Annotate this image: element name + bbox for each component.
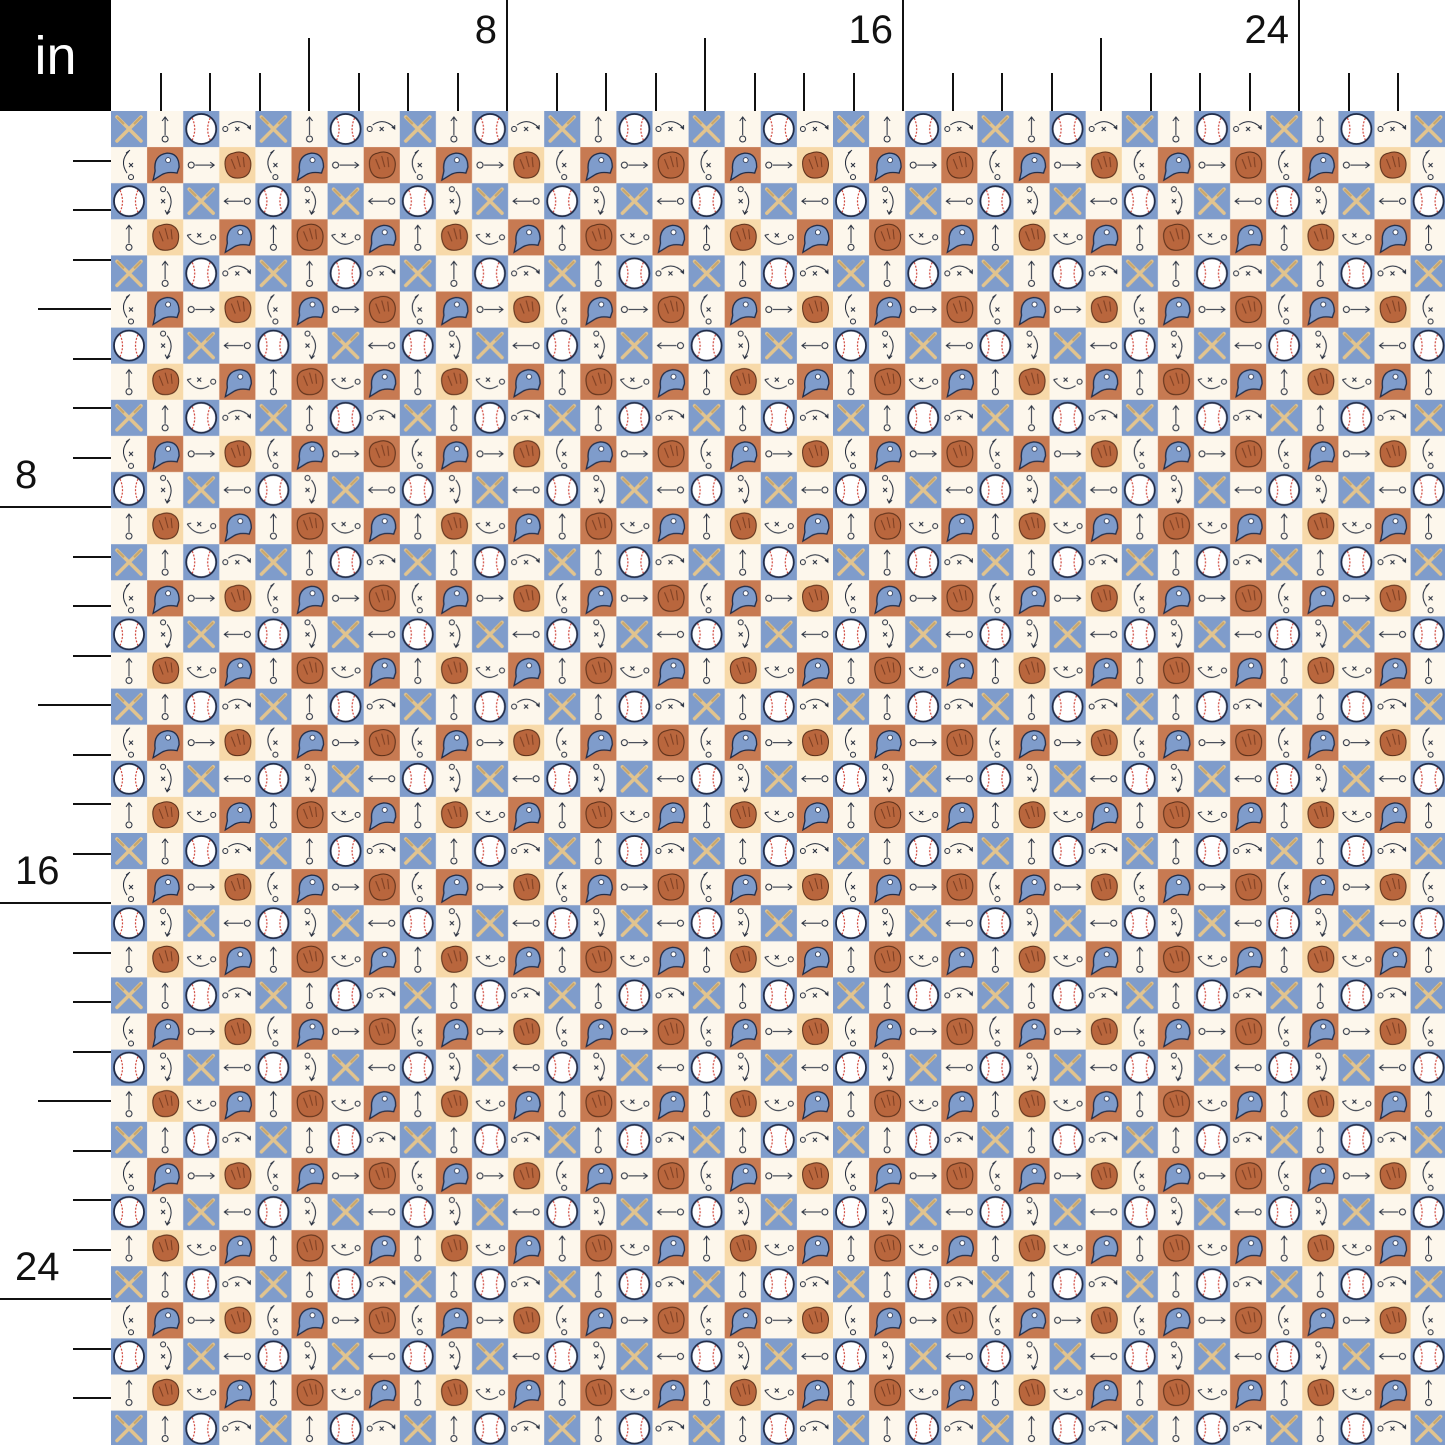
ruler-tick	[852, 73, 855, 111]
ruler-tick	[1050, 73, 1053, 111]
ruler-tick	[73, 951, 111, 954]
ruler-tick	[73, 803, 111, 805]
ruler-tick	[753, 73, 756, 111]
ruler-tick	[73, 654, 111, 657]
major-tick	[0, 506, 111, 508]
left-ruler: 8 16 24	[0, 111, 111, 1445]
ruler-tick	[1100, 38, 1102, 111]
ruler-tick	[73, 357, 111, 360]
ruler-tick	[159, 73, 162, 111]
ruler-tick	[555, 73, 558, 111]
ruler-tick	[1347, 73, 1350, 111]
ruler-tick	[803, 73, 805, 111]
ruler-label: 24	[1244, 8, 1290, 52]
ruler-tick	[38, 704, 111, 706]
ruler-tick	[1149, 73, 1152, 111]
ruler-tick	[73, 753, 111, 756]
major-tick	[1298, 0, 1300, 111]
ruler-tick	[73, 1050, 111, 1053]
ruler-label: 8	[474, 8, 497, 52]
ruler-tick	[357, 73, 360, 111]
ruler-tick	[73, 1347, 111, 1350]
major-tick	[0, 1298, 111, 1300]
ruler-tick	[73, 1248, 111, 1251]
ruler-tick	[73, 1397, 111, 1399]
ruler-tick	[704, 38, 706, 111]
fabric-pattern-swatch	[111, 111, 1445, 1445]
ruler-tick	[73, 1199, 111, 1201]
ruler-tick	[73, 456, 111, 459]
ruler-tick	[73, 1149, 111, 1152]
unit-label: in	[0, 0, 111, 111]
ruler-tick	[308, 38, 310, 111]
ruler-tick	[73, 605, 111, 607]
ruler-tick	[73, 852, 111, 855]
ruler-label: 8	[15, 453, 38, 497]
major-tick	[506, 0, 508, 111]
ruler-tick	[1397, 73, 1399, 111]
ruler-tick	[73, 555, 111, 558]
ruler-tick	[605, 73, 607, 111]
ruler-tick	[456, 73, 459, 111]
pattern-fill	[111, 111, 1445, 1445]
ruler-tick	[209, 73, 211, 111]
ruler-tick	[38, 308, 111, 310]
ruler-tick	[73, 159, 111, 162]
ruler-tick	[1001, 73, 1003, 111]
ruler-label: 24	[15, 1245, 60, 1289]
major-tick	[902, 0, 904, 111]
ruler-label: 16	[15, 849, 60, 893]
ruler-tick	[73, 258, 111, 261]
ruler-label: 16	[848, 8, 894, 52]
ruler-tick	[654, 73, 657, 111]
ruler-tick	[73, 209, 111, 211]
top-ruler: 8 16 24	[111, 0, 1445, 111]
ruler-tick	[1248, 73, 1251, 111]
major-tick	[0, 902, 111, 904]
ruler-tick	[73, 1001, 111, 1003]
ruler-tick	[407, 73, 409, 111]
ruler-tick	[38, 1100, 111, 1102]
ruler-tick	[951, 73, 954, 111]
ruler-tick	[1199, 73, 1201, 111]
ruler-tick	[73, 407, 111, 409]
ruler-tick	[258, 73, 261, 111]
